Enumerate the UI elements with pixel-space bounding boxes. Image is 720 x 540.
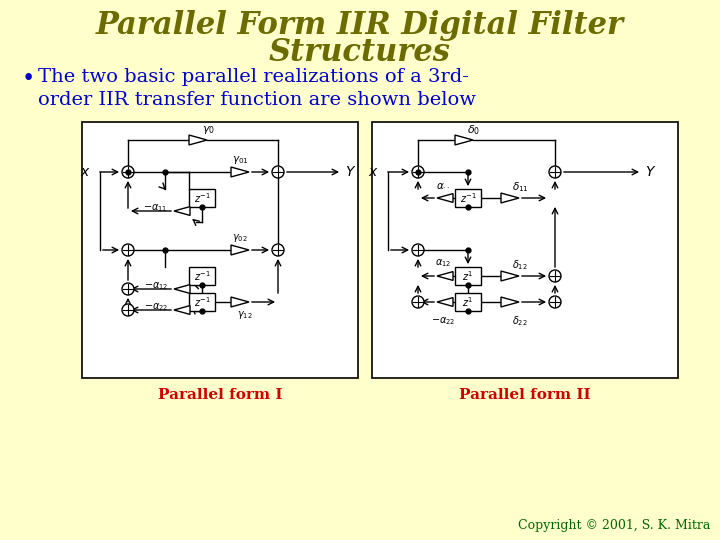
Text: $x$: $x$: [369, 165, 379, 179]
Text: The two basic parallel realizations of a 3rd-
order IIR transfer function are sh: The two basic parallel realizations of a…: [38, 68, 476, 109]
Polygon shape: [174, 285, 190, 293]
Circle shape: [412, 166, 424, 178]
Polygon shape: [231, 167, 249, 177]
Bar: [455, 189, 481, 207]
Text: $\gamma_{12}$: $\gamma_{12}$: [237, 309, 253, 321]
Polygon shape: [174, 207, 190, 215]
Bar: [455, 293, 481, 311]
Circle shape: [412, 296, 424, 308]
Polygon shape: [231, 297, 249, 307]
Polygon shape: [501, 297, 519, 307]
Text: $\alpha_{\cdot\cdot}$: $\alpha_{\cdot\cdot}$: [436, 180, 450, 190]
Text: $x$: $x$: [81, 165, 91, 179]
Bar: [189, 189, 215, 207]
Bar: [455, 267, 481, 285]
Text: $\gamma_{02}$: $\gamma_{02}$: [232, 232, 248, 244]
Text: $z^{-1}$: $z^{-1}$: [194, 269, 210, 283]
Text: $\delta_0$: $\delta_0$: [467, 123, 480, 137]
Bar: [189, 267, 215, 285]
Circle shape: [272, 244, 284, 256]
Circle shape: [272, 166, 284, 178]
Text: Parallel Form IIR Digital Filter: Parallel Form IIR Digital Filter: [96, 10, 624, 41]
Text: $Y$: $Y$: [645, 165, 657, 179]
Bar: [189, 293, 215, 311]
Text: Parallel form II: Parallel form II: [459, 388, 591, 402]
Text: •: •: [22, 68, 35, 90]
Text: $z^{-1}$: $z^{-1}$: [194, 295, 210, 309]
Bar: [372, 122, 678, 378]
Circle shape: [122, 283, 134, 295]
Polygon shape: [437, 194, 453, 202]
Text: $-\alpha_{22}$: $-\alpha_{22}$: [431, 315, 455, 327]
Text: $Y$: $Y$: [345, 165, 356, 179]
Text: Parallel form I: Parallel form I: [158, 388, 282, 402]
Text: $\delta_{11}$: $\delta_{11}$: [511, 180, 528, 194]
Text: $\gamma_{01}$: $\gamma_{01}$: [232, 154, 248, 166]
Text: $\delta_{12}$: $\delta_{12}$: [512, 258, 528, 272]
Circle shape: [549, 270, 561, 282]
Polygon shape: [501, 271, 519, 281]
Circle shape: [122, 244, 134, 256]
Text: $z^{1}$: $z^{1}$: [462, 295, 474, 309]
Polygon shape: [437, 272, 453, 280]
Circle shape: [549, 296, 561, 308]
Text: $\alpha_{12}$: $\alpha_{12}$: [435, 257, 451, 269]
Circle shape: [412, 244, 424, 256]
Text: $-\alpha_{11}$: $-\alpha_{11}$: [143, 202, 168, 214]
Polygon shape: [189, 135, 207, 145]
Text: Copyright © 2001, S. K. Mitra: Copyright © 2001, S. K. Mitra: [518, 519, 710, 532]
Polygon shape: [174, 306, 190, 314]
Text: $\gamma_0$: $\gamma_0$: [202, 124, 215, 136]
Circle shape: [122, 166, 134, 178]
Polygon shape: [231, 245, 249, 255]
Polygon shape: [455, 135, 473, 145]
Polygon shape: [437, 298, 453, 306]
Text: $z^{-1}$: $z^{-1}$: [459, 191, 477, 205]
Text: $\delta_{22}$: $\delta_{22}$: [512, 314, 528, 328]
Circle shape: [549, 166, 561, 178]
Circle shape: [122, 304, 134, 316]
Text: $-\alpha_{22}$: $-\alpha_{22}$: [143, 301, 168, 313]
Text: $z^{-1}$: $z^{-1}$: [194, 191, 210, 205]
Text: $-\alpha_{12}$: $-\alpha_{12}$: [143, 280, 168, 292]
Text: Structures: Structures: [269, 37, 451, 68]
Polygon shape: [501, 193, 519, 203]
Text: $z^{1}$: $z^{1}$: [462, 269, 474, 283]
Bar: [82, 122, 358, 378]
